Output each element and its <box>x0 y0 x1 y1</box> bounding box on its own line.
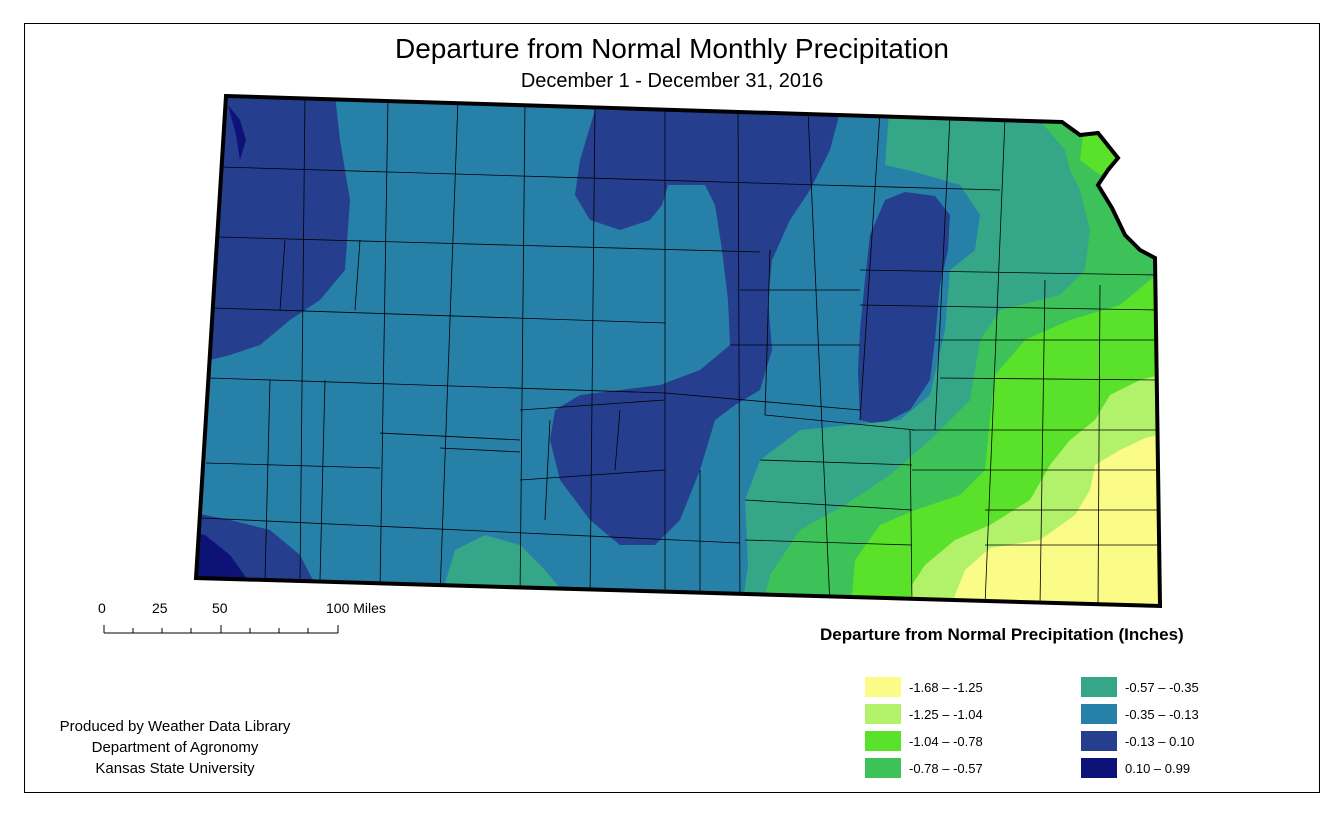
legend-item: -0.13 – 0.10 <box>1081 731 1194 751</box>
legend-item: -1.04 – -0.78 <box>865 731 983 751</box>
legend-swatch <box>1081 677 1117 697</box>
legend-label: -0.35 – -0.13 <box>1125 706 1199 722</box>
legend-title: Departure from Normal Precipitation (Inc… <box>820 625 1184 644</box>
credits: Produced by Weather Data Library Departm… <box>20 716 330 779</box>
credits-line: Kansas State University <box>95 760 255 777</box>
legend-item: -1.68 – -1.25 <box>865 677 983 697</box>
scale-label-25: 25 <box>152 600 168 616</box>
legend-swatch <box>865 704 901 724</box>
zone-057-035-south <box>440 535 570 600</box>
legend-label: -1.25 – -1.04 <box>909 706 983 722</box>
county-boundaries <box>201 96 1160 606</box>
legend-item: -0.78 – -0.57 <box>865 758 983 778</box>
credits-line: Department of Agronomy <box>91 739 259 756</box>
legend-item: -0.35 – -0.13 <box>1081 704 1199 724</box>
legend-item: -0.57 – -0.35 <box>1081 677 1199 697</box>
scale-label-0: 0 <box>98 600 106 616</box>
legend-label: -1.68 – -1.25 <box>909 679 983 695</box>
scale-bar <box>103 625 339 634</box>
legend-label: -0.78 – -0.57 <box>909 760 983 776</box>
legend-swatch <box>1081 704 1117 724</box>
scale-label-100: 100 Miles <box>326 600 386 616</box>
legend-label: -0.13 – 0.10 <box>1125 733 1195 749</box>
legend-swatch <box>865 758 901 778</box>
zone-013-010-east <box>858 192 950 425</box>
legend-label: 0.10 – 0.99 <box>1125 760 1191 776</box>
legend-swatch <box>865 677 901 697</box>
legend-swatch <box>865 731 901 751</box>
legend-swatch <box>1081 758 1117 778</box>
map-subtitle: December 1 - December 31, 2016 <box>520 70 824 92</box>
legend-item: -1.25 – -1.04 <box>865 704 983 724</box>
legend-item: 0.10 – 0.99 <box>1081 758 1190 778</box>
scale-label-50: 50 <box>212 600 228 616</box>
legend-label: -1.04 – -0.78 <box>909 733 983 749</box>
zone-013-010-central <box>550 110 840 545</box>
legend-label: -0.57 – -0.35 <box>1125 679 1199 695</box>
credits-line: Produced by Weather Data Library <box>59 718 291 735</box>
legend-swatch <box>1081 731 1117 751</box>
map-title: Departure from Normal Monthly Precipitat… <box>395 33 949 64</box>
zone-010-099-nw <box>228 105 246 160</box>
zone-168-125 <box>952 430 1160 606</box>
